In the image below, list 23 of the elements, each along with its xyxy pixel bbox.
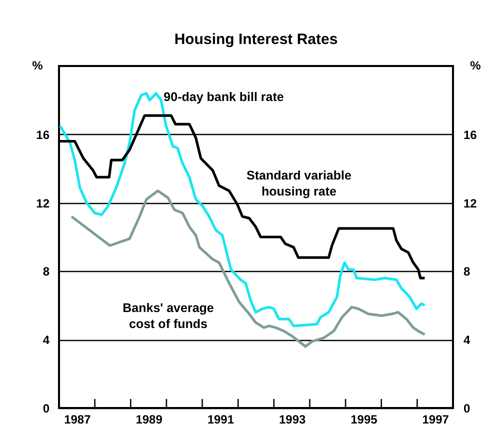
x-tick-label: 1997	[422, 412, 450, 426]
y2-tick-label: 8	[464, 264, 470, 279]
x-tick-label: 1993	[278, 412, 306, 426]
y2-tick-label: 12	[464, 196, 478, 210]
y2-tick-label: 0	[464, 402, 470, 416]
y2-tick-label: 4	[464, 333, 470, 348]
series-label: Banks' average cost of funds	[122, 300, 214, 331]
y-tick-label: 4	[42, 333, 50, 348]
y-axis-title: %	[32, 58, 44, 72]
series-label: 90-day bank bill rate	[164, 90, 284, 104]
x-tick-label: 1989	[136, 412, 163, 426]
line-series	[58, 92, 426, 328]
x-tick-label: 1987	[64, 412, 92, 426]
y-tick-label: 12	[36, 196, 50, 210]
chart-title: Housing Interest Rates	[174, 31, 338, 48]
y-tick-label: 8	[42, 264, 50, 279]
y2-axis-title: %	[470, 58, 482, 72]
series-label: Standard variable housing rate	[246, 168, 352, 198]
y2-tick-label: 16	[464, 128, 478, 142]
y-tick-label: 0	[42, 402, 50, 416]
x-tick-label: 1995	[350, 412, 378, 426]
y-tick-label: 16	[36, 128, 50, 142]
x-tick-label: 1991	[207, 412, 234, 426]
